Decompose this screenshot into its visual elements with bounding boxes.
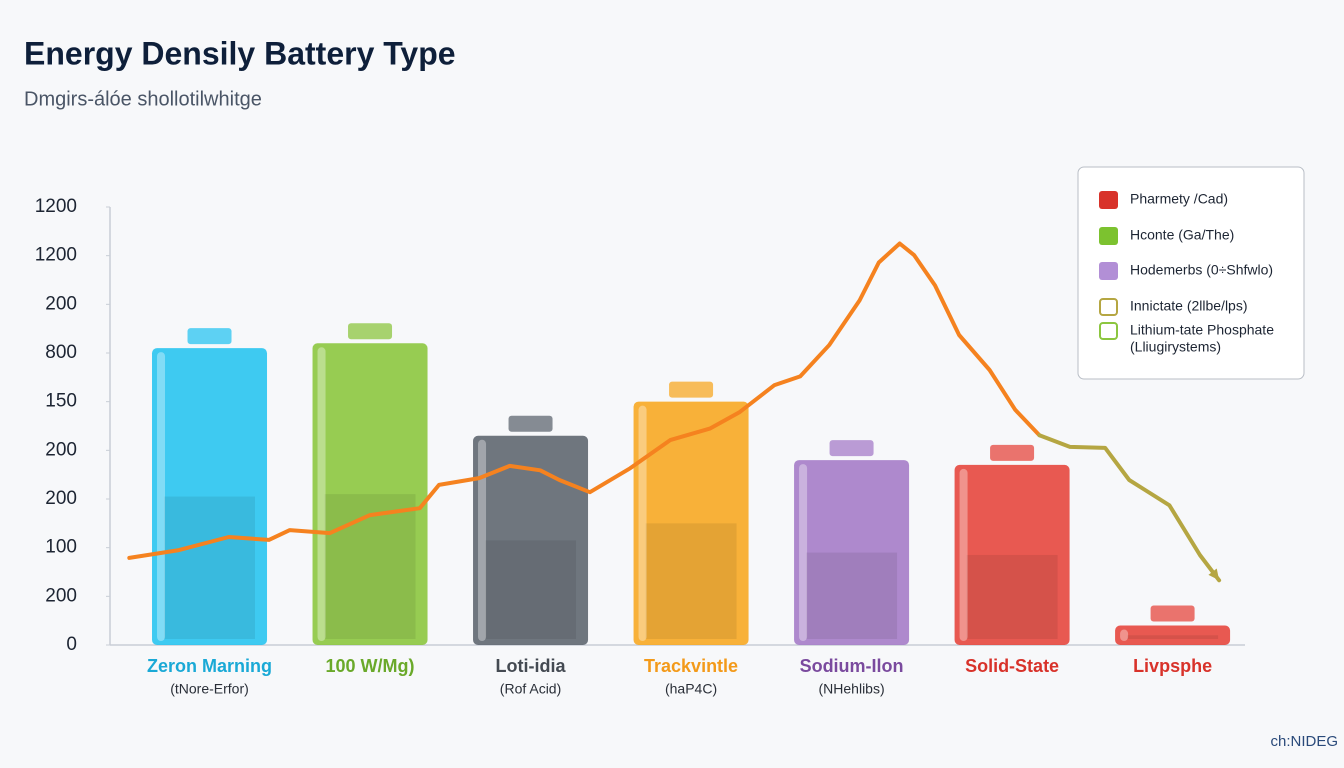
y-tick-label: 200 <box>45 293 77 314</box>
bar <box>152 348 268 645</box>
y-tick-label: 0 <box>66 634 77 655</box>
bar <box>1115 625 1231 645</box>
x-tick-label: Zeron Marning <box>147 656 272 676</box>
trend-line <box>127 241 1042 560</box>
legend-label: Innictate (2llbe/lps) <box>1130 298 1248 314</box>
battery-cap <box>508 415 553 432</box>
bar-inner <box>966 554 1058 639</box>
x-tick-sublabel: (haP4C) <box>665 681 717 697</box>
bar-shine <box>638 405 647 641</box>
x-tick-sublabel: (NHehlibs) <box>819 681 885 697</box>
bar-inner <box>485 540 577 639</box>
x-tick-label: 100 W/Mg) <box>326 656 415 676</box>
x-tick-label: Sodium-Ilon <box>800 656 904 676</box>
legend-swatch <box>1099 262 1118 280</box>
y-tick-label: 800 <box>45 342 77 363</box>
chart-title: Energy Densily Battery Type <box>24 35 456 71</box>
arrow-head <box>1208 568 1220 581</box>
bar-shine <box>478 439 487 641</box>
bar <box>473 435 589 645</box>
bar-shine <box>959 468 968 641</box>
y-tick-label: 100 <box>45 537 77 558</box>
x-tick-sublabel: (Rof Acid) <box>500 681 561 697</box>
battery-cap <box>348 323 393 340</box>
bar <box>633 401 749 645</box>
legend-label: Hconte (Ga/The) <box>1130 227 1234 243</box>
legend-label: Pharmety /Cad) <box>1130 191 1228 207</box>
y-tick-label: 200 <box>45 439 77 460</box>
bar-shine <box>1120 629 1129 641</box>
y-tick-label: 150 <box>45 391 77 412</box>
x-tick-label: Livpsphe <box>1133 656 1212 676</box>
legend-swatch <box>1099 298 1118 316</box>
legend-sublabel: (Lliugirystems) <box>1130 339 1221 355</box>
legend-swatch <box>1099 227 1118 245</box>
x-tick-label: Solid-State <box>965 656 1059 676</box>
legend-swatch <box>1099 191 1118 209</box>
trend-line <box>1037 433 1222 583</box>
bar <box>954 464 1070 645</box>
battery-cap <box>1150 605 1195 622</box>
bar-shine <box>317 347 326 641</box>
battery-cap <box>990 444 1035 461</box>
legend-label: Hodemerbs (0÷Shfwlo) <box>1130 262 1273 278</box>
y-tick-label: 200 <box>45 488 77 509</box>
bar-inner <box>1127 635 1219 639</box>
bar-inner <box>164 496 256 639</box>
y-tick-label: 1200 <box>35 245 77 266</box>
bar <box>794 460 910 645</box>
legend-box <box>1077 166 1305 380</box>
battery-cap <box>669 381 714 398</box>
x-tick-label: Loti-idia <box>496 656 567 676</box>
chart-subtitle: Dmgirs-álóe shollotilwhitge <box>24 88 262 110</box>
battery-cap <box>187 328 232 345</box>
legend-label: Lithium-tate Phosphate <box>1130 322 1274 338</box>
bar-inner <box>324 494 416 639</box>
y-tick-label: 200 <box>45 585 77 606</box>
legend-swatch <box>1099 322 1118 340</box>
bar-shine <box>799 464 808 641</box>
x-tick-sublabel: (tNore-Erfor) <box>170 681 249 697</box>
watermark: ch:NIDEG <box>1270 733 1338 750</box>
bar <box>312 343 428 645</box>
x-tick-label: Trackvintle <box>644 656 738 676</box>
bar-inner <box>645 523 737 639</box>
battery-cap <box>829 440 874 457</box>
bar-inner <box>806 552 898 639</box>
bar-shine <box>157 352 166 641</box>
y-tick-label: 1200 <box>35 196 77 217</box>
